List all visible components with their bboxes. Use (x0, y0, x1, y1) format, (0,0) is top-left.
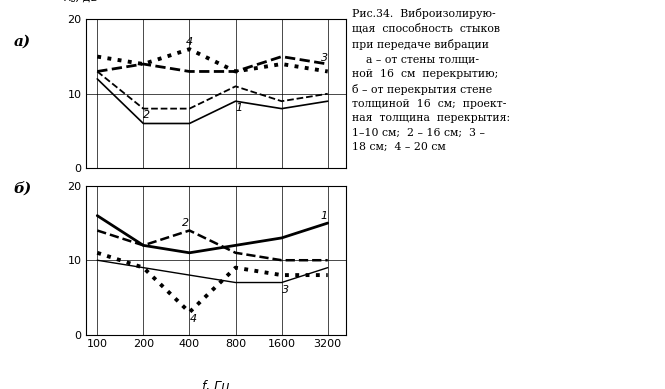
Text: 2: 2 (182, 218, 190, 228)
Text: 2: 2 (144, 110, 150, 120)
Text: 1: 1 (235, 103, 243, 114)
Text: б): б) (13, 181, 31, 195)
Text: а): а) (13, 35, 31, 49)
Text: 4: 4 (190, 314, 197, 324)
Text: 4: 4 (186, 37, 193, 47)
Text: $R_в$, дБ: $R_в$, дБ (63, 0, 100, 5)
Text: 1: 1 (321, 211, 328, 221)
Text: Рис.34.  Виброизолирую-
щая  способность  стыков
при передаче вибрации
    а – о: Рис.34. Виброизолирую- щая способность с… (352, 8, 511, 152)
Text: 3: 3 (281, 285, 289, 295)
Text: 3: 3 (321, 53, 328, 63)
Text: f, Гц: f, Гц (202, 379, 230, 389)
